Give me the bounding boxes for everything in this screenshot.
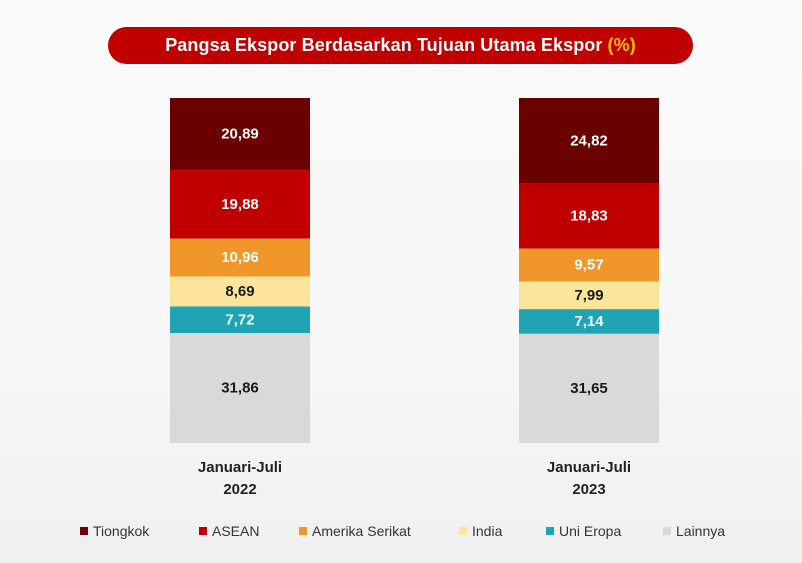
bar-segment-amerika-serikat-2022 (170, 238, 310, 277)
legend-label-tiongkok: Tiongkok (93, 523, 150, 539)
data-label-india-2022: 8,69 (225, 283, 254, 300)
chart-title: Pangsa Ekspor Berdasarkan Tujuan Utama E… (108, 27, 693, 64)
bar-segment-lainnya-2022 (170, 333, 310, 443)
bar-segment-asean-2022 (170, 170, 310, 239)
bar-segment-amerika-serikat-2023 (519, 248, 659, 282)
bar-segment-tiongkok-2022 (170, 98, 310, 171)
category-label-2022-line-2: 2022 (223, 481, 256, 498)
legend-swatch-amerika-serikat (299, 527, 307, 535)
legend-item-amerika-serikat: Amerika Serikat (299, 523, 411, 539)
category-label-2022-line-1: Januari-Juli (198, 459, 282, 476)
category-label-2023-line-1: Januari-Juli (547, 459, 631, 476)
legend-item-tiongkok: Tiongkok (80, 523, 149, 539)
bar-segment-uni-eropa-2023 (519, 309, 659, 334)
bar-segment-tiongkok-2023 (519, 98, 659, 184)
bar-segment-uni-eropa-2022 (170, 306, 310, 334)
legend-item-asean: ASEAN (199, 523, 259, 539)
legend-swatch-asean (199, 527, 207, 535)
legend-label-amerika-serikat: Amerika Serikat (312, 523, 411, 539)
legend-label-asean: ASEAN (212, 523, 260, 539)
legend-swatch-india (459, 527, 467, 535)
data-label-asean-2022: 19,88 (221, 196, 259, 213)
chart-title-unit: (%) (607, 35, 636, 55)
data-label-uni-eropa-2023: 7,14 (574, 313, 604, 330)
bar-segment-lainnya-2023 (519, 333, 659, 443)
legend-item-india: India (459, 523, 502, 539)
chart-legend: Tiongkok ASEAN Amerika Serikat India Uni… (70, 523, 770, 543)
bar-segment-asean-2023 (519, 183, 659, 249)
legend-label-lainnya: Lainnya (676, 523, 726, 539)
legend-label-india: India (472, 523, 503, 539)
legend-item-lainnya: Lainnya (663, 523, 725, 539)
legend-item-uni-eropa: Uni Eropa (546, 523, 621, 539)
category-label-2023-line-2: 2023 (572, 481, 605, 498)
legend-swatch-lainnya (663, 527, 671, 535)
legend-swatch-uni-eropa (546, 527, 554, 535)
data-label-india-2023: 7,99 (574, 287, 603, 304)
chart-title-text: Pangsa Ekspor Berdasarkan Tujuan Utama E… (165, 35, 603, 55)
legend-swatch-tiongkok (80, 527, 88, 535)
data-label-tiongkok-2022: 20,89 (221, 126, 259, 143)
data-label-lainnya-2023: 31,65 (570, 380, 608, 397)
legend-label-uni-eropa: Uni Eropa (559, 523, 622, 539)
data-label-uni-eropa-2022: 7,72 (225, 311, 254, 328)
data-label-tiongkok-2023: 24,82 (570, 132, 608, 149)
bar-segment-india-2023 (519, 281, 659, 310)
data-label-amerika-serikat-2023: 9,57 (574, 257, 603, 274)
data-label-lainnya-2022: 31,86 (221, 380, 259, 397)
data-label-amerika-serikat-2022: 10,96 (221, 249, 259, 266)
data-label-asean-2023: 18,83 (570, 208, 608, 225)
bar-segment-india-2022 (170, 276, 310, 307)
